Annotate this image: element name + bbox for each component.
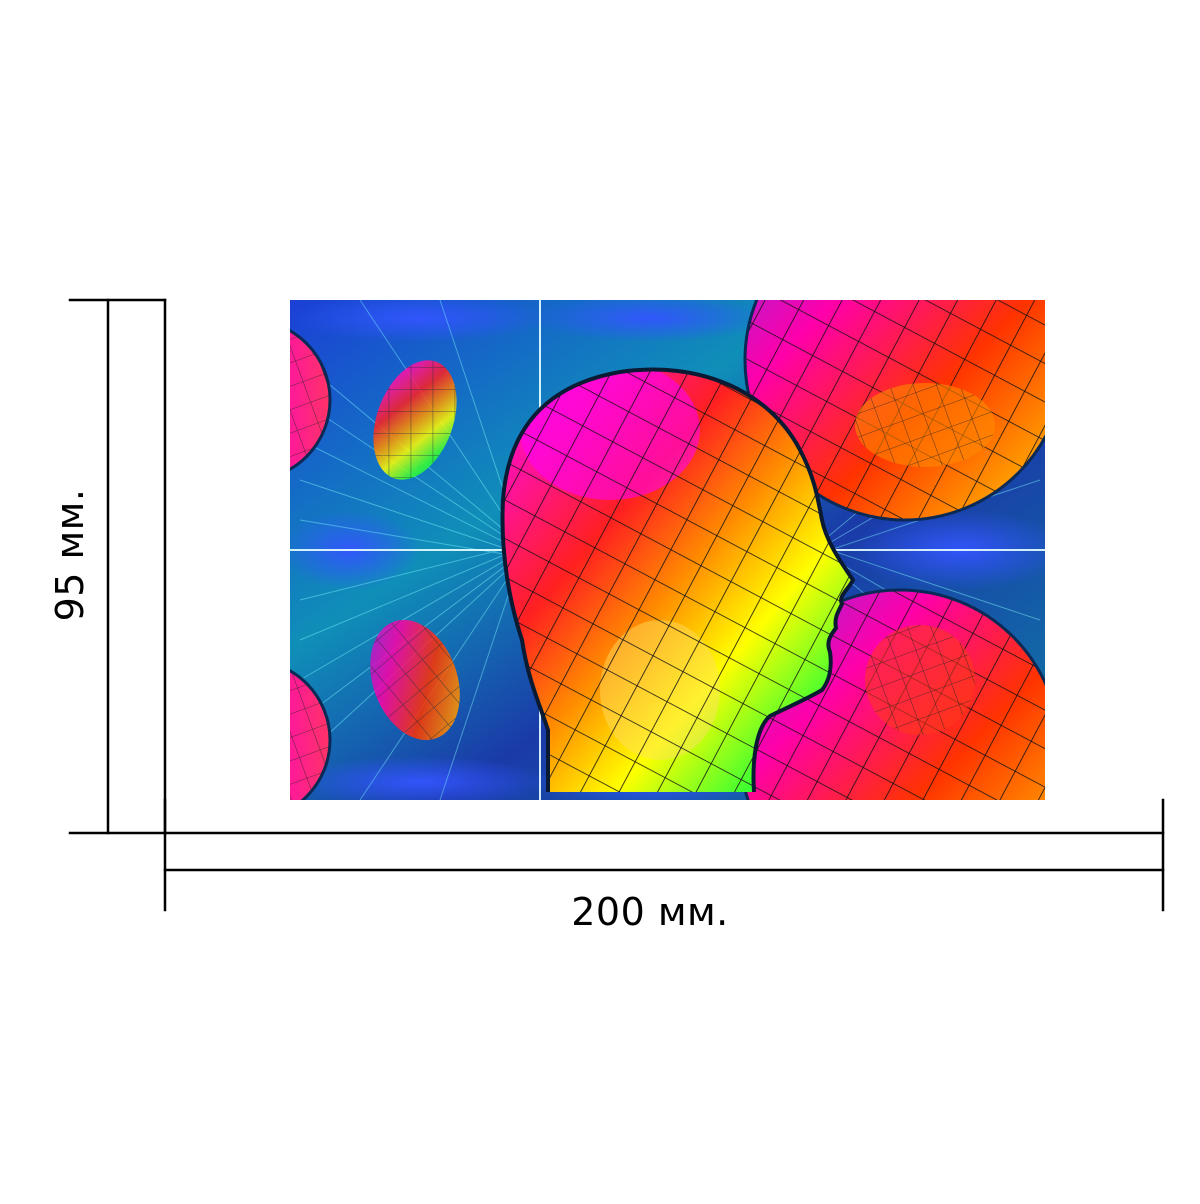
artwork-image [290,300,1045,800]
dimension-lines [68,298,1165,912]
width-dimension-label: 200 мм. [571,890,729,934]
height-dimension-label: 95 мм. [48,488,92,622]
